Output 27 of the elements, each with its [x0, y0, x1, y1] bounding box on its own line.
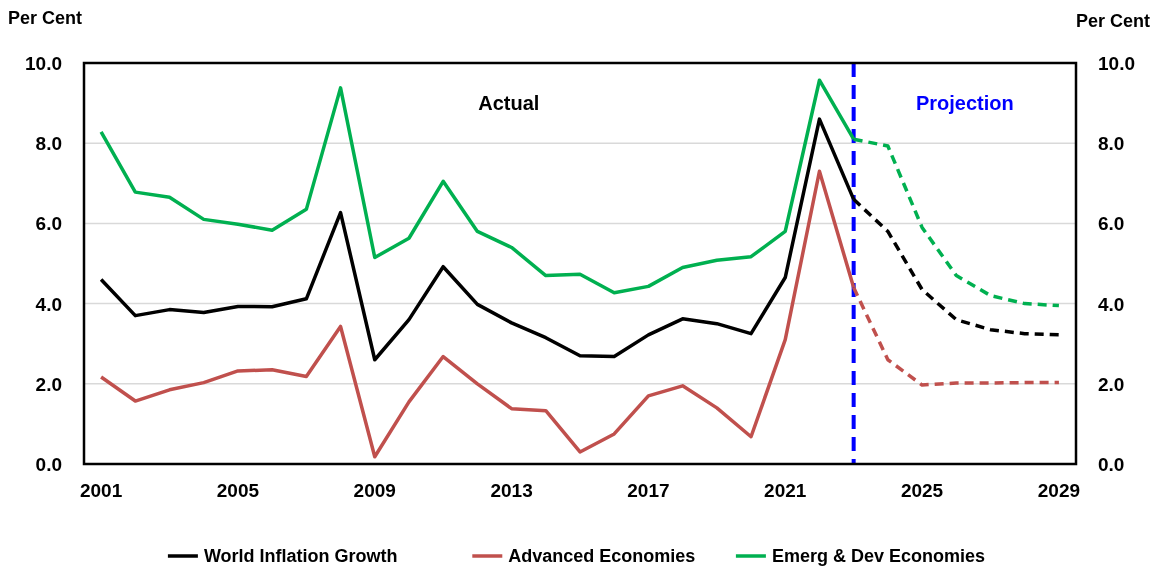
y-tick-label: 4.0 [35, 293, 62, 315]
legend-label: Emerg & Dev Economies [771, 546, 985, 566]
y2-tick-label: 10.0 [1098, 53, 1135, 74]
y-tick-label: 6.0 [35, 213, 62, 235]
x-tick-label: 2013 [490, 480, 533, 501]
x-tick-label: 2021 [764, 480, 807, 501]
legend-label: World Inflation Growth [203, 546, 398, 566]
x-tick-label: 2025 [900, 480, 944, 501]
y-tick-label: 2.0 [35, 373, 62, 395]
x-tick-label: 2029 [1037, 480, 1081, 501]
y2-tick-label: 0.0 [1098, 454, 1125, 475]
legend-label: Advanced Economies [508, 546, 696, 566]
x-tick-label: 2001 [79, 480, 123, 501]
y-axis-title: Per Cent [8, 8, 83, 28]
y-tick-label: 8.0 [35, 133, 62, 155]
y2-tick-label: 8.0 [1098, 133, 1125, 155]
y2-axis-title: Per Cent [1075, 11, 1150, 31]
annotation: Actual [478, 92, 540, 114]
y2-tick-label: 4.0 [1098, 293, 1125, 315]
y2-tick-label: 6.0 [1098, 213, 1125, 235]
x-tick-label: 2017 [627, 480, 670, 501]
x-tick-label: 2009 [353, 480, 396, 501]
y-tick-label: 0.0 [35, 454, 62, 475]
y-tick-label: 10.0 [25, 53, 62, 74]
x-tick-label: 2005 [216, 480, 260, 501]
y2-tick-label: 2.0 [1098, 373, 1125, 395]
annotation: Projection [915, 92, 1014, 114]
